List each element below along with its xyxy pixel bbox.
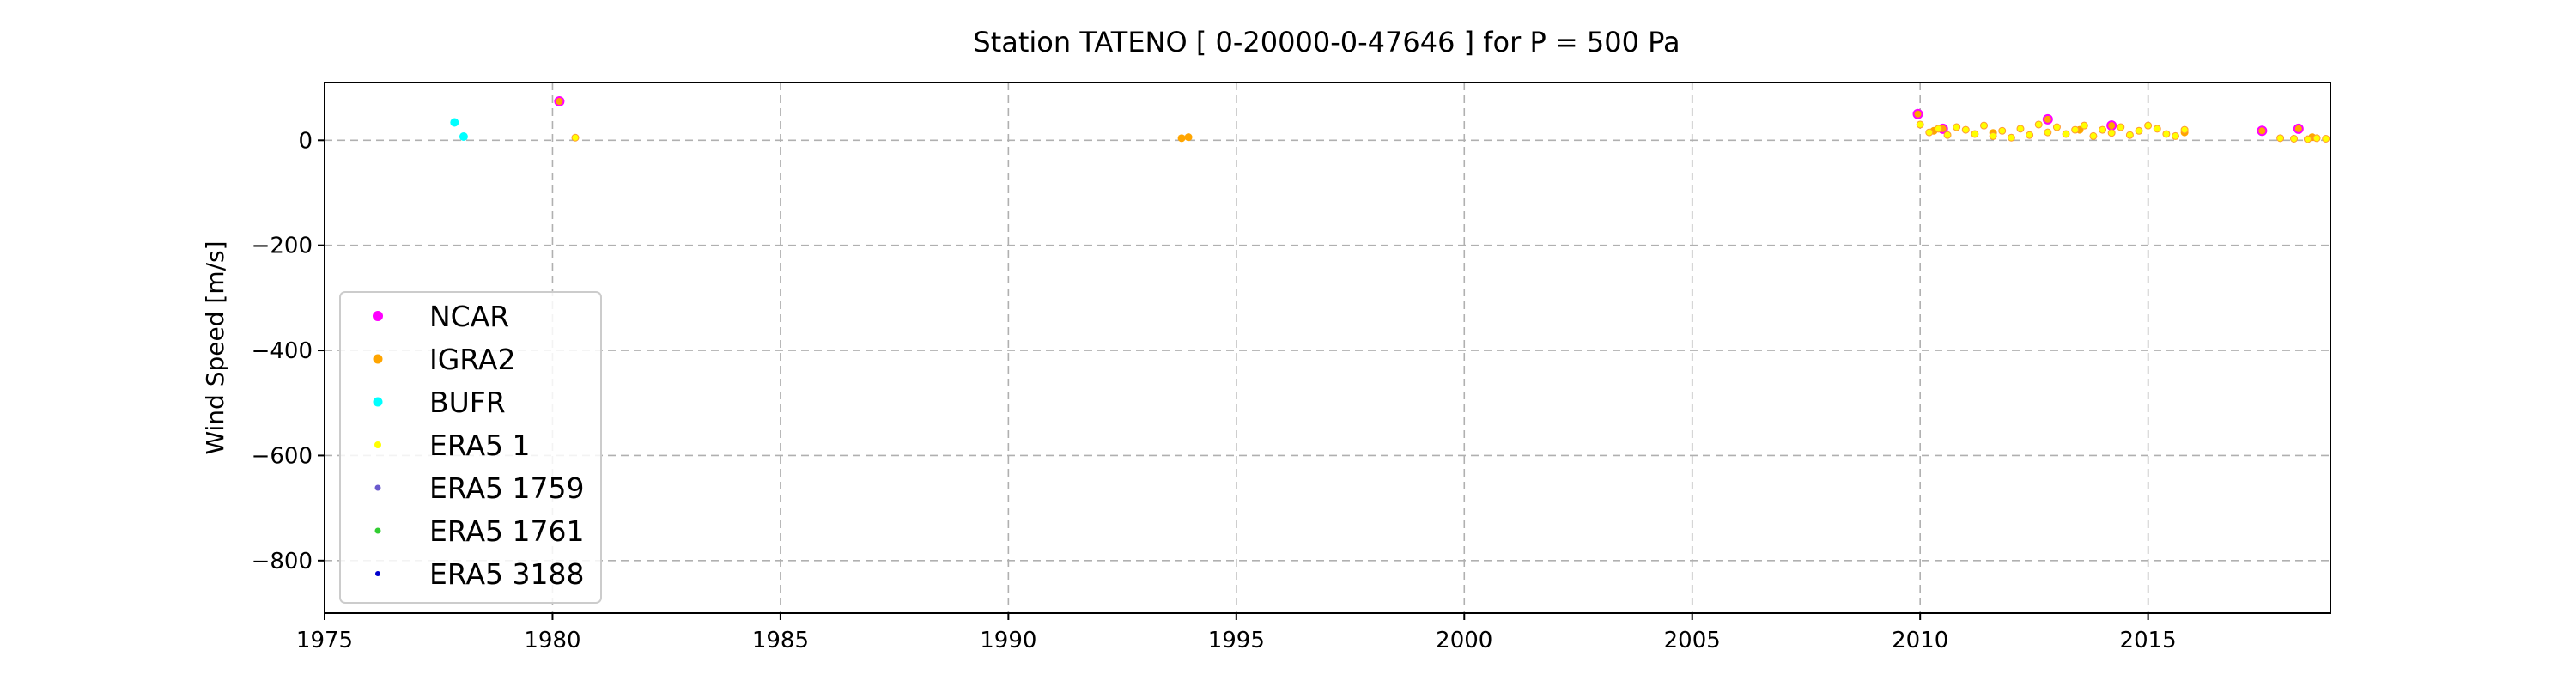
data-point xyxy=(1934,125,1942,133)
legend-label: BUFR xyxy=(429,386,506,419)
data-point xyxy=(2290,134,2299,143)
x-tick-label: 2005 xyxy=(1664,628,1721,654)
legend-box xyxy=(339,291,602,604)
data-point xyxy=(2293,123,2304,134)
x-tick-label: 1995 xyxy=(1208,628,1265,654)
data-point xyxy=(2062,130,2070,138)
data-point xyxy=(1916,120,1924,129)
data-point xyxy=(2026,131,2034,139)
data-point xyxy=(2180,125,2189,134)
legend-label: ERA5 3188 xyxy=(429,557,585,591)
data-point xyxy=(1953,123,1961,131)
data-point xyxy=(2125,131,2134,139)
data-point xyxy=(1989,131,1997,140)
legend-label: ERA5 1 xyxy=(429,429,531,462)
data-point xyxy=(2052,123,2061,131)
data-point xyxy=(2106,120,2117,131)
legend-marker xyxy=(373,354,383,364)
data-points xyxy=(450,96,2330,143)
x-tick-label: 1980 xyxy=(524,628,580,654)
legend-label: ERA5 1761 xyxy=(429,514,585,548)
data-point xyxy=(2162,130,2171,138)
data-point xyxy=(2312,134,2321,143)
data-point xyxy=(2007,133,2015,142)
data-point xyxy=(2044,128,2052,137)
x-tick-label: 2000 xyxy=(1436,628,1492,654)
y-tick-label: 0 xyxy=(298,128,313,154)
data-point xyxy=(2144,121,2153,130)
data-point xyxy=(2153,125,2161,133)
y-tick-label: −600 xyxy=(252,443,313,469)
legend-label: NCAR xyxy=(429,300,509,333)
data-point xyxy=(1177,134,1186,143)
y-axis-label: Wind Speed [m/s] xyxy=(201,240,229,454)
data-point xyxy=(571,133,580,142)
legend-label: ERA5 1759 xyxy=(429,471,585,505)
data-point xyxy=(1980,121,1989,130)
chart-title: Station TATENO [ 0-20000-0-47646 ] for P… xyxy=(973,26,1680,58)
data-point xyxy=(2089,131,2098,140)
data-point xyxy=(2135,126,2143,135)
data-point xyxy=(2171,131,2179,140)
data-point xyxy=(1961,125,1970,134)
data-point xyxy=(2071,125,2080,134)
y-tick-label: −800 xyxy=(252,549,313,575)
legend-marker xyxy=(373,397,383,407)
data-point xyxy=(459,132,468,142)
legend-marker xyxy=(373,311,383,321)
data-point xyxy=(2322,134,2330,143)
data-point xyxy=(2042,113,2053,125)
legend-label: IGRA2 xyxy=(429,343,515,376)
data-point xyxy=(2257,125,2268,137)
grid xyxy=(324,82,2330,613)
legend-marker xyxy=(374,527,381,534)
data-point xyxy=(1971,130,1979,138)
data-point xyxy=(2303,135,2312,143)
data-point xyxy=(2099,125,2107,134)
data-point xyxy=(2080,121,2088,130)
data-point xyxy=(2117,123,2125,131)
data-point xyxy=(2016,125,2025,133)
legend: NCAR IGRA2 BUFR ERA5 1 ERA5 1759 ERA5 1761 ERA… xyxy=(339,291,602,604)
legend-marker xyxy=(374,441,381,448)
plot-frame xyxy=(324,82,2331,614)
legend-marker xyxy=(375,571,380,576)
data-point xyxy=(1184,133,1193,142)
x-tick-label: 1990 xyxy=(980,628,1036,654)
data-point xyxy=(2276,134,2285,143)
data-point xyxy=(554,96,565,107)
data-point xyxy=(1925,128,1934,137)
data-point xyxy=(2107,129,2116,137)
x-tick-label: 2010 xyxy=(1892,628,1948,654)
data-point xyxy=(1943,131,1952,139)
legend-marker xyxy=(374,484,381,491)
data-point xyxy=(2034,120,2043,129)
y-tick-label: −200 xyxy=(252,234,313,259)
x-tick-label: 1985 xyxy=(752,628,809,654)
data-point xyxy=(1998,126,2007,135)
x-tick-label: 2015 xyxy=(2120,628,2177,654)
x-tick-label: 1975 xyxy=(296,628,353,654)
data-point xyxy=(450,118,459,127)
axis-ticks: 1975 1980 1985 1990 1995 2000 2005 2010 2015 −800… xyxy=(252,128,2177,654)
y-tick-label: −400 xyxy=(252,338,313,364)
data-point xyxy=(1912,108,1923,119)
